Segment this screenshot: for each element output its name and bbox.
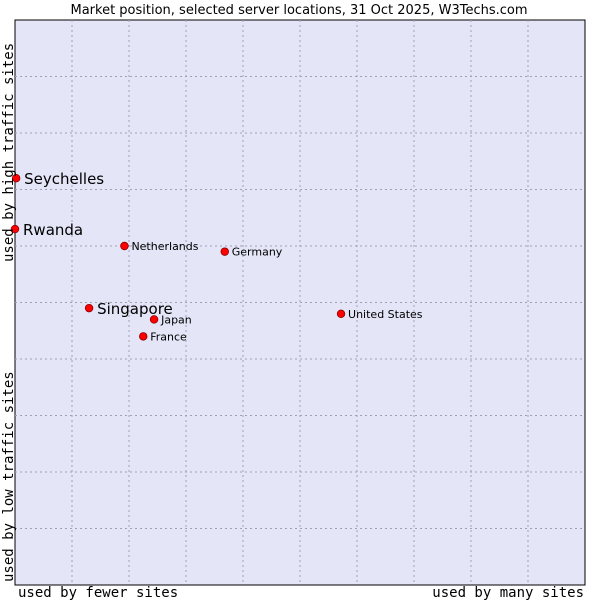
y-axis-label-top: used by high traffic sites (1, 43, 17, 262)
point-rwanda (10, 224, 20, 234)
chart-title: Market position, selected server locatio… (70, 3, 527, 18)
point-seychelles (11, 173, 21, 183)
point-label-germany: Germany (232, 246, 283, 259)
x-axis-label-left: used by fewer sites (18, 585, 178, 600)
point-label-seychelles: Seychelles (24, 170, 104, 188)
point-label-france: France (150, 330, 187, 343)
point-japan (149, 315, 159, 324)
point-label-singapore: Singapore (97, 300, 173, 318)
point-netherlands (120, 241, 129, 251)
point-singapore (84, 303, 94, 313)
point-label-united-states: United States (348, 308, 423, 321)
point-label-rwanda: Rwanda (23, 221, 83, 239)
point-germany (220, 247, 229, 256)
point-united-states (336, 309, 346, 318)
point-label-japan: Japan (160, 313, 192, 326)
point-france (139, 332, 148, 341)
y-axis-label-bottom: used by low traffic sites (1, 371, 17, 582)
data-points: Seychelles Rwanda Netherlands Germany Singap… (10, 170, 423, 343)
point-label-netherlands: Netherlands (131, 240, 198, 253)
gridlines (15, 20, 585, 585)
x-axis-label-right: used by many sites (432, 585, 584, 600)
